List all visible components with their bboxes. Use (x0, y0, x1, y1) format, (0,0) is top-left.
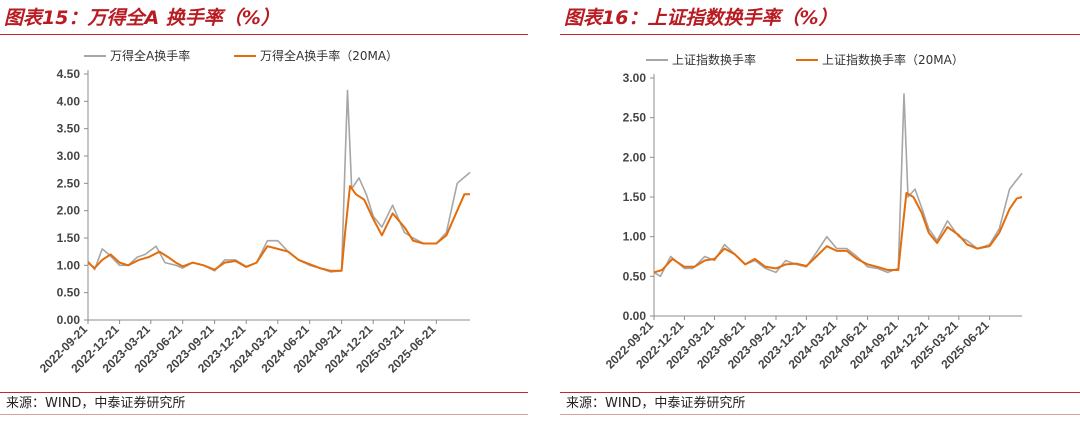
y-tick-label: 1.50 (57, 231, 81, 245)
bottom-divider (0, 414, 528, 415)
y-tick-label: 2.50 (57, 176, 81, 190)
y-tick-label: 1.00 (623, 230, 647, 244)
title-divider (560, 34, 1080, 35)
title-divider (0, 34, 528, 35)
source-note: 来源：WIND，中泰证券研究所 (566, 396, 746, 411)
y-tick-label: 3.00 (57, 149, 81, 163)
ma-series-line (653, 192, 1023, 274)
legend-label: 上证指数换手率 (672, 52, 756, 67)
source-divider (560, 392, 1080, 393)
ma-series-line (87, 185, 470, 272)
chart-panel-15: 图表15：万得全A 换手率（%） 0.00 0.50 1.00 1.50 2.00 2.5… (0, 0, 528, 440)
legend-label: 万得全A换手率（20MA） (260, 48, 398, 63)
turnover-line-chart: 0.000.501.001.502.002.503.002022-09-2120… (603, 52, 1023, 372)
source-note: 来源：WIND，中泰证券研究所 (6, 396, 186, 411)
y-tick-label: 3.00 (623, 71, 647, 85)
figure-title: 图表16：上证指数换手率（%） (564, 7, 838, 29)
daily-series-line (87, 89, 471, 273)
y-tick-label: 1.00 (57, 258, 81, 272)
chart-panel-16: 图表16：上证指数换手率（%） 0.00 0.50 1.00 1.50 2.00 2.50… (560, 0, 1080, 440)
turnover-line-chart: 0.00 0.50 1.00 1.50 2.00 2.50 3.00 3.50 4.00 4.50… (37, 48, 471, 376)
y-tick-label: 0.50 (57, 286, 81, 300)
y-tick-label: 2.00 (623, 150, 647, 164)
legend-label: 万得全A换手率 (110, 48, 190, 63)
y-tick-label: 2.00 (57, 204, 81, 218)
figure-title: 图表15：万得全A 换手率（%） (4, 7, 280, 29)
y-tick-label: 0.50 (623, 269, 647, 283)
bottom-divider (560, 414, 1080, 415)
daily-series-line (653, 93, 1023, 278)
y-tick-label: 2.50 (623, 111, 647, 125)
y-tick-label: 1.50 (623, 190, 647, 204)
y-tick-label: 0.00 (623, 309, 647, 323)
source-divider (0, 392, 528, 393)
legend-label: 上证指数换手率（20MA） (822, 52, 964, 67)
y-tick-label: 3.50 (57, 122, 81, 136)
y-tick-label: 4.50 (57, 67, 81, 81)
y-tick-label: 4.00 (57, 94, 81, 108)
y-tick-label: 0.00 (57, 313, 81, 327)
